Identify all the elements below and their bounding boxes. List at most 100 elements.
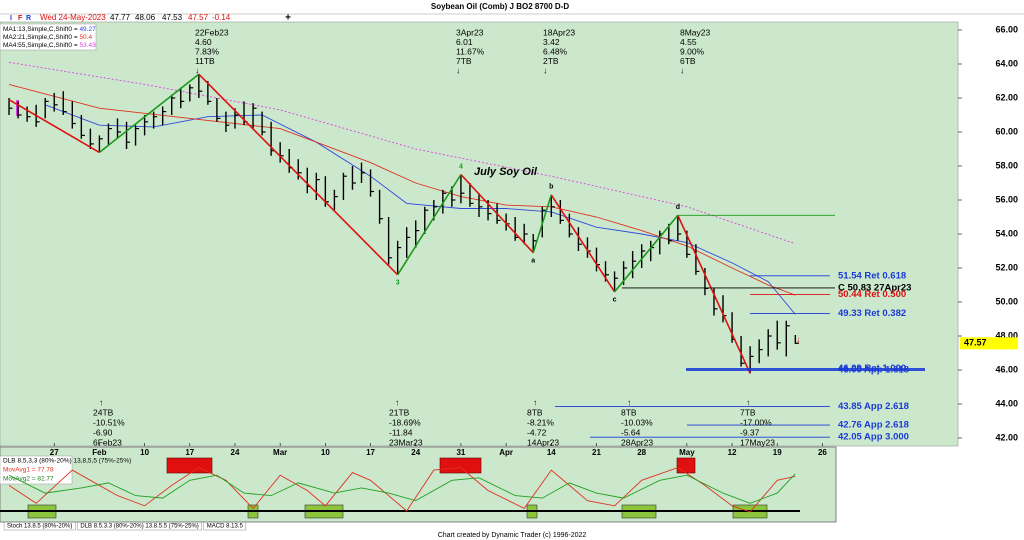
pivot-note: 2TB bbox=[543, 56, 559, 66]
pivot-note: 17May23 bbox=[740, 437, 775, 447]
moving-average bbox=[8, 83, 796, 296]
x-tick-label: Feb bbox=[92, 448, 106, 457]
pivot-note: 4.60 bbox=[195, 37, 212, 47]
pivot-note: -9.37 bbox=[740, 427, 760, 437]
pivot-note: 11TB bbox=[195, 56, 215, 66]
level-label: 46.00 App 1.618 bbox=[838, 365, 909, 376]
indicator-tab-frame[interactable] bbox=[77, 521, 203, 531]
pivot-note: ↓ bbox=[680, 65, 684, 75]
toolbar-icon[interactable]: I bbox=[10, 15, 12, 22]
pivot-note: 24TB bbox=[93, 407, 114, 417]
indicator-tab-frame[interactable] bbox=[3, 521, 76, 531]
zigzag-segment bbox=[550, 194, 616, 293]
zigzag-segment bbox=[613, 214, 679, 293]
pivot-note: 3Apr23 bbox=[456, 27, 484, 37]
y-tick-label: 60.00 bbox=[995, 126, 1018, 136]
signal-zones bbox=[0, 457, 800, 519]
zigzag-segment bbox=[460, 173, 534, 254]
pivot-label: b bbox=[549, 184, 553, 191]
pivot-label: 4 bbox=[459, 163, 463, 170]
toolbar-icon[interactable]: R bbox=[26, 15, 31, 22]
pivot-note: -4.72 bbox=[527, 427, 547, 437]
oscillator-line bbox=[8, 473, 796, 504]
separator: = bbox=[72, 34, 79, 41]
indicator-tab[interactable]: MACD 8.13.5 bbox=[207, 524, 244, 530]
quote-high: 48.06 bbox=[135, 13, 156, 22]
pivot-note: 8May23 bbox=[680, 27, 711, 37]
pivot-note: 6TB bbox=[680, 56, 696, 66]
zigzag-segment bbox=[677, 214, 751, 374]
x-tick-label: Mar bbox=[273, 448, 287, 457]
toolbar-icon[interactable]: F bbox=[18, 15, 23, 22]
ma-legend-value: 53.43 bbox=[79, 42, 96, 49]
ma-legend-name: MA1:13,Simple,C,Shift0 bbox=[3, 26, 72, 33]
level-label: 46.09 Ret 1.000 bbox=[838, 363, 906, 374]
y-tick-label: 52.00 bbox=[995, 262, 1018, 272]
add-button[interactable]: + bbox=[285, 13, 291, 24]
indicator-tab[interactable]: Stoch 13.8.5 (80%-20%) bbox=[7, 524, 72, 530]
pivot-note: ↑ bbox=[627, 397, 631, 407]
osc-legend: MovAvg2 = 82.77 bbox=[3, 476, 54, 483]
separator: = bbox=[72, 42, 79, 49]
pivot-note: 7TB bbox=[456, 56, 472, 66]
x-tick-label: 31 bbox=[456, 448, 465, 457]
oscillator-line bbox=[8, 467, 796, 513]
osc-legend: MovAvg1 = 77.78 bbox=[3, 467, 54, 474]
ma-legend-name: MA2:21,Simple,C,Shift0 bbox=[3, 34, 72, 41]
ma-legend-entry: MA1:13,Simple,C,Shift0 = 49.27 bbox=[3, 26, 96, 33]
x-tick-label: 26 bbox=[818, 448, 827, 457]
x-tick-label: 27 bbox=[50, 448, 59, 457]
pivot-note: -10.03% bbox=[621, 417, 653, 427]
pivot-note: ↓ bbox=[456, 65, 460, 75]
sell-zone bbox=[676, 457, 696, 474]
pivot-note: 7.83% bbox=[195, 46, 220, 56]
price-badge-label: 47.57 bbox=[964, 338, 987, 348]
moving-average bbox=[8, 61, 796, 245]
pivot-label: d bbox=[676, 204, 680, 211]
indicator-tab-frame[interactable] bbox=[203, 521, 247, 531]
level-label: 42.05 App 3.000 bbox=[838, 432, 909, 443]
pivot-note: 8TB bbox=[621, 407, 637, 417]
x-tick-label: 12 bbox=[728, 448, 737, 457]
ma-legend-value: 49.27 bbox=[79, 26, 96, 33]
level-label: 42.76 App 2.618 bbox=[838, 420, 909, 431]
level-label: 50.44 Ret 0.500 bbox=[838, 289, 906, 300]
x-tick-label: Apr bbox=[499, 448, 513, 457]
zigzag-segment bbox=[532, 194, 553, 253]
quote-change: -0.14 bbox=[212, 13, 231, 22]
zigzag-segment bbox=[198, 73, 399, 276]
pivot-note: ↓ bbox=[195, 65, 199, 75]
zigzag-segment bbox=[98, 73, 200, 154]
pivot-note: 9.00% bbox=[680, 46, 705, 56]
quote-open: 47.77 bbox=[110, 13, 131, 22]
price-badge bbox=[960, 337, 1018, 350]
y-tick-label: 56.00 bbox=[995, 194, 1018, 204]
chart-header: Soybean Oil (Comb) J BO2 8700 D-D bbox=[431, 2, 569, 11]
moving-average bbox=[45, 104, 796, 315]
ma-legend-value: 50.4 bbox=[79, 34, 92, 41]
pivot-note: -17.00% bbox=[740, 417, 772, 427]
x-tick-label: 24 bbox=[231, 448, 240, 457]
pivot-note: ↓ bbox=[543, 65, 547, 75]
pivot-label: a bbox=[531, 258, 535, 265]
plot-area bbox=[0, 21, 959, 447]
indicator-tab[interactable]: DLB 8.5.3.3 (80%-20%) 13.8.5.5 (75%-25%) bbox=[80, 524, 198, 530]
zigzag-segment bbox=[396, 174, 462, 276]
pivot-note: ↑ bbox=[99, 397, 103, 407]
pivot-note: 11.67% bbox=[456, 46, 485, 56]
pivot-note: -6.90 bbox=[93, 427, 113, 437]
level-label: 49.33 Ret 0.382 bbox=[838, 308, 906, 319]
x-tick-label: 17 bbox=[366, 448, 375, 457]
x-tick-label: 19 bbox=[773, 448, 782, 457]
x-tick-label: 14 bbox=[547, 448, 556, 457]
x-tick-label: 28 bbox=[637, 448, 646, 457]
quote-date[interactable]: Wed 24-May-2023 bbox=[40, 13, 106, 22]
last-arrow: ↓ bbox=[796, 335, 801, 345]
level-label: 51.54 Ret 0.618 bbox=[838, 270, 906, 281]
x-tick-label: 10 bbox=[321, 448, 330, 457]
osc-legend-box bbox=[0, 455, 73, 485]
x-tick-label: May bbox=[679, 448, 695, 457]
pivot-note: -11.84 bbox=[389, 427, 413, 437]
pivot-note: 22Feb23 bbox=[195, 27, 229, 37]
